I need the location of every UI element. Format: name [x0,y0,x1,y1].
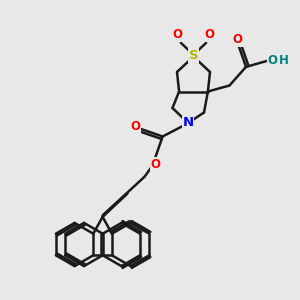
Text: N: N [182,116,194,130]
Text: H: H [279,54,289,68]
Text: O: O [151,158,161,171]
Text: S: S [189,49,198,62]
Text: O: O [172,28,182,41]
Text: O: O [130,120,140,133]
Text: O: O [232,33,242,46]
Text: O: O [267,54,277,68]
Text: O: O [205,28,215,41]
